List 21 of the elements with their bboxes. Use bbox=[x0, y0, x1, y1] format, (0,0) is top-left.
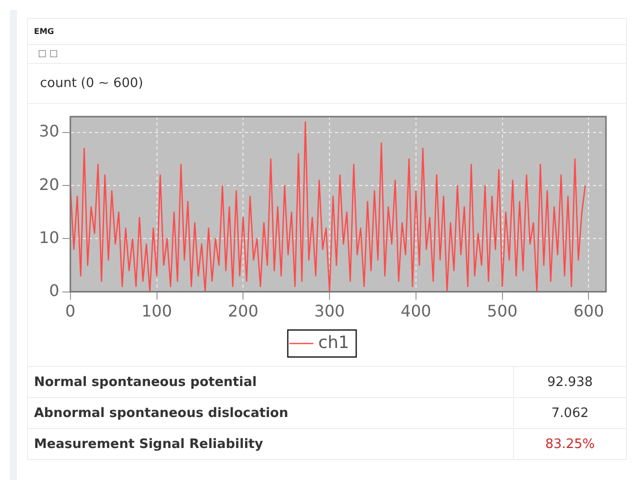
x-tick-label: 200 bbox=[228, 302, 258, 321]
x-tick-label: 600 bbox=[573, 302, 604, 321]
x-tick-label: 500 bbox=[487, 302, 518, 321]
chart-title: EMG bbox=[28, 19, 626, 45]
text: Measurement Signal Reliability bbox=[28, 428, 514, 459]
x-tick-label: 0 bbox=[65, 302, 76, 321]
text: 7.062 bbox=[514, 398, 626, 428]
x-tick-label: 400 bbox=[400, 302, 432, 321]
text: count (0 ~ 600) bbox=[28, 64, 626, 104]
y-tick-label: 0 bbox=[49, 280, 60, 300]
text: Abnormal spontaneous dislocation bbox=[28, 398, 514, 428]
y-tick-label: 30 bbox=[39, 122, 60, 141]
y-tick-label: 20 bbox=[39, 174, 60, 194]
chart-subtitle: □ □ bbox=[28, 45, 626, 64]
legend-label: ch1 bbox=[318, 332, 350, 353]
text: 92.938 bbox=[514, 366, 626, 398]
x-tick-label: 100 bbox=[141, 302, 172, 321]
text: Normal spontaneous potential bbox=[28, 366, 514, 398]
y-tick-label: 10 bbox=[39, 228, 60, 247]
text: 83.25% bbox=[514, 428, 626, 459]
x-tick-label: 300 bbox=[314, 302, 345, 321]
